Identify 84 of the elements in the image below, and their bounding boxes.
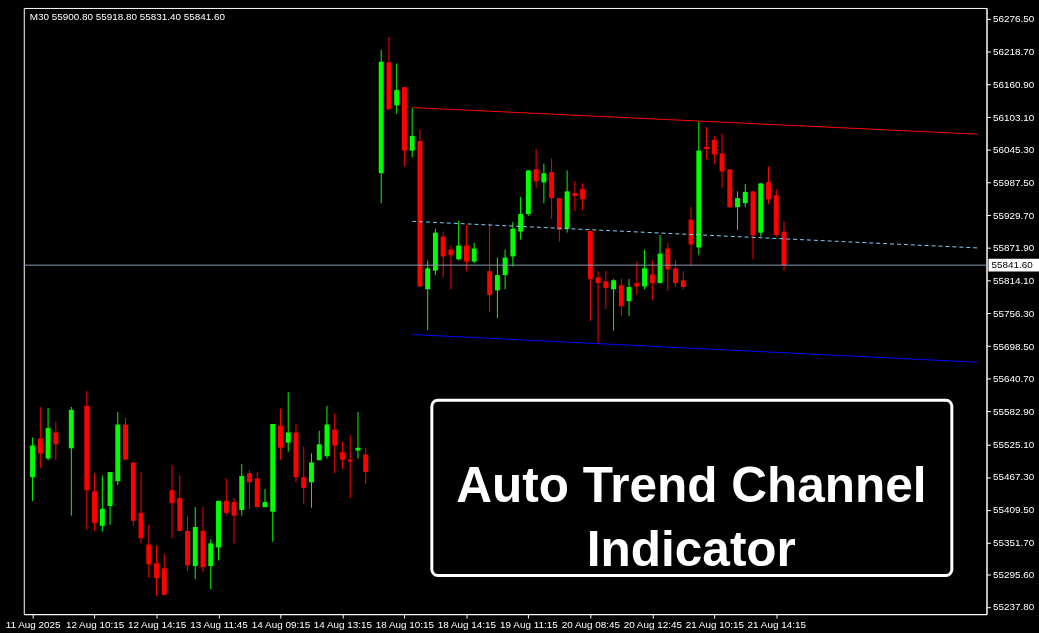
candlestick xyxy=(456,220,462,261)
candlestick xyxy=(626,278,632,317)
y-tick-label: 56218.70 xyxy=(992,46,1035,58)
candlestick xyxy=(332,413,338,474)
candlestick xyxy=(618,278,624,317)
y-tick-label: 55351.70 xyxy=(992,536,1035,548)
y-tick-label: 55756.30 xyxy=(992,307,1035,319)
candlestick xyxy=(572,180,578,212)
x-tick-label: 19 Aug 11:15 xyxy=(500,619,559,631)
x-tick-label: 12 Aug 10:15 xyxy=(65,619,125,631)
candlestick xyxy=(355,411,361,459)
candlestick xyxy=(394,62,400,115)
y-tick-label: 55814.10 xyxy=(992,275,1035,287)
y-tick-label: 55929.70 xyxy=(992,209,1035,221)
candlestick xyxy=(278,408,283,461)
candlestick xyxy=(541,163,547,204)
y-tick-label: 55467.30 xyxy=(992,471,1035,483)
x-tick-label: 18 Aug 14:15 xyxy=(437,619,497,631)
candlestick xyxy=(603,270,609,310)
y-tick-label: 56276.50 xyxy=(992,13,1035,25)
y-tick-label: 55987.50 xyxy=(992,177,1035,189)
annotation: Auto Trend Channel Indicator xyxy=(456,457,927,576)
y-tick-label: 55525.10 xyxy=(992,438,1035,450)
candlestick xyxy=(719,133,725,189)
x-tick-label: 11 Aug 2025 xyxy=(5,619,61,631)
candlestick xyxy=(309,452,314,509)
candlestick xyxy=(285,391,291,453)
candlestick xyxy=(487,223,493,313)
y-tick-label: 55295.60 xyxy=(992,568,1035,580)
candlestick xyxy=(673,259,679,288)
candlestick xyxy=(316,430,322,461)
candlestick xyxy=(680,270,686,290)
y-tick-label: 55409.50 xyxy=(992,504,1035,516)
candlestick xyxy=(363,447,369,485)
y-tick-label: 55640.70 xyxy=(992,373,1035,385)
x-tick-label: 12 Aug 14:15 xyxy=(127,619,187,631)
candlestick xyxy=(766,165,771,205)
candlestick xyxy=(533,148,539,189)
ref-line-label: 55841.60 xyxy=(991,259,1034,271)
candlestick xyxy=(742,183,748,208)
x-tick-label: 14 Aug 13:15 xyxy=(313,619,373,631)
x-tick-label: 13 Aug 11:45 xyxy=(190,619,249,631)
candlestick xyxy=(463,224,469,272)
y-tick-label: 55237.80 xyxy=(992,601,1035,613)
candlestick xyxy=(494,257,500,319)
candlestick xyxy=(440,231,446,278)
candlestick xyxy=(339,441,345,470)
candlestick xyxy=(425,259,431,331)
candlestick xyxy=(169,464,175,539)
candlestick xyxy=(711,135,717,165)
candlestick xyxy=(154,545,160,597)
y-tick-label: 56103.10 xyxy=(992,111,1035,123)
chart-title: M30 55900.80 55918.80 55831.40 55841.60 xyxy=(29,10,226,22)
candlestick xyxy=(409,107,415,158)
candlestick xyxy=(595,270,601,345)
candlestick xyxy=(223,477,229,517)
x-tick-label: 21 Aug 14:15 xyxy=(747,619,807,631)
x-tick-label: 14 Aug 09:15 xyxy=(251,619,311,631)
candlestick xyxy=(208,538,214,590)
y-tick-label: 55871.90 xyxy=(992,242,1035,254)
x-tick-label: 20 Aug 08:45 xyxy=(561,619,621,631)
y-tick-label: 56160.90 xyxy=(992,78,1035,90)
y-tick-label: 55698.50 xyxy=(992,340,1035,352)
candlestick xyxy=(99,474,105,532)
candlestick xyxy=(53,421,59,461)
y-tick-label: 56045.30 xyxy=(992,144,1035,156)
candlestick xyxy=(146,524,152,579)
candlestick xyxy=(247,469,252,510)
candlestick xyxy=(37,406,43,469)
candlestick xyxy=(580,182,586,211)
candlestick xyxy=(301,446,307,505)
candlestick xyxy=(518,196,524,240)
candlestick xyxy=(502,249,508,290)
candlestick xyxy=(665,242,671,292)
candlestick xyxy=(471,242,477,264)
x-tick-label: 21 Aug 10:15 xyxy=(685,619,745,631)
candlestick xyxy=(735,190,741,231)
candlestick xyxy=(642,249,648,290)
y-tick-label: 55582.90 xyxy=(992,406,1035,418)
candlestick xyxy=(704,126,710,161)
x-tick-label: 20 Aug 12:45 xyxy=(623,619,683,631)
x-tick-label: 18 Aug 10:15 xyxy=(375,619,435,631)
candlestick xyxy=(649,259,655,301)
candlestick xyxy=(611,278,617,332)
